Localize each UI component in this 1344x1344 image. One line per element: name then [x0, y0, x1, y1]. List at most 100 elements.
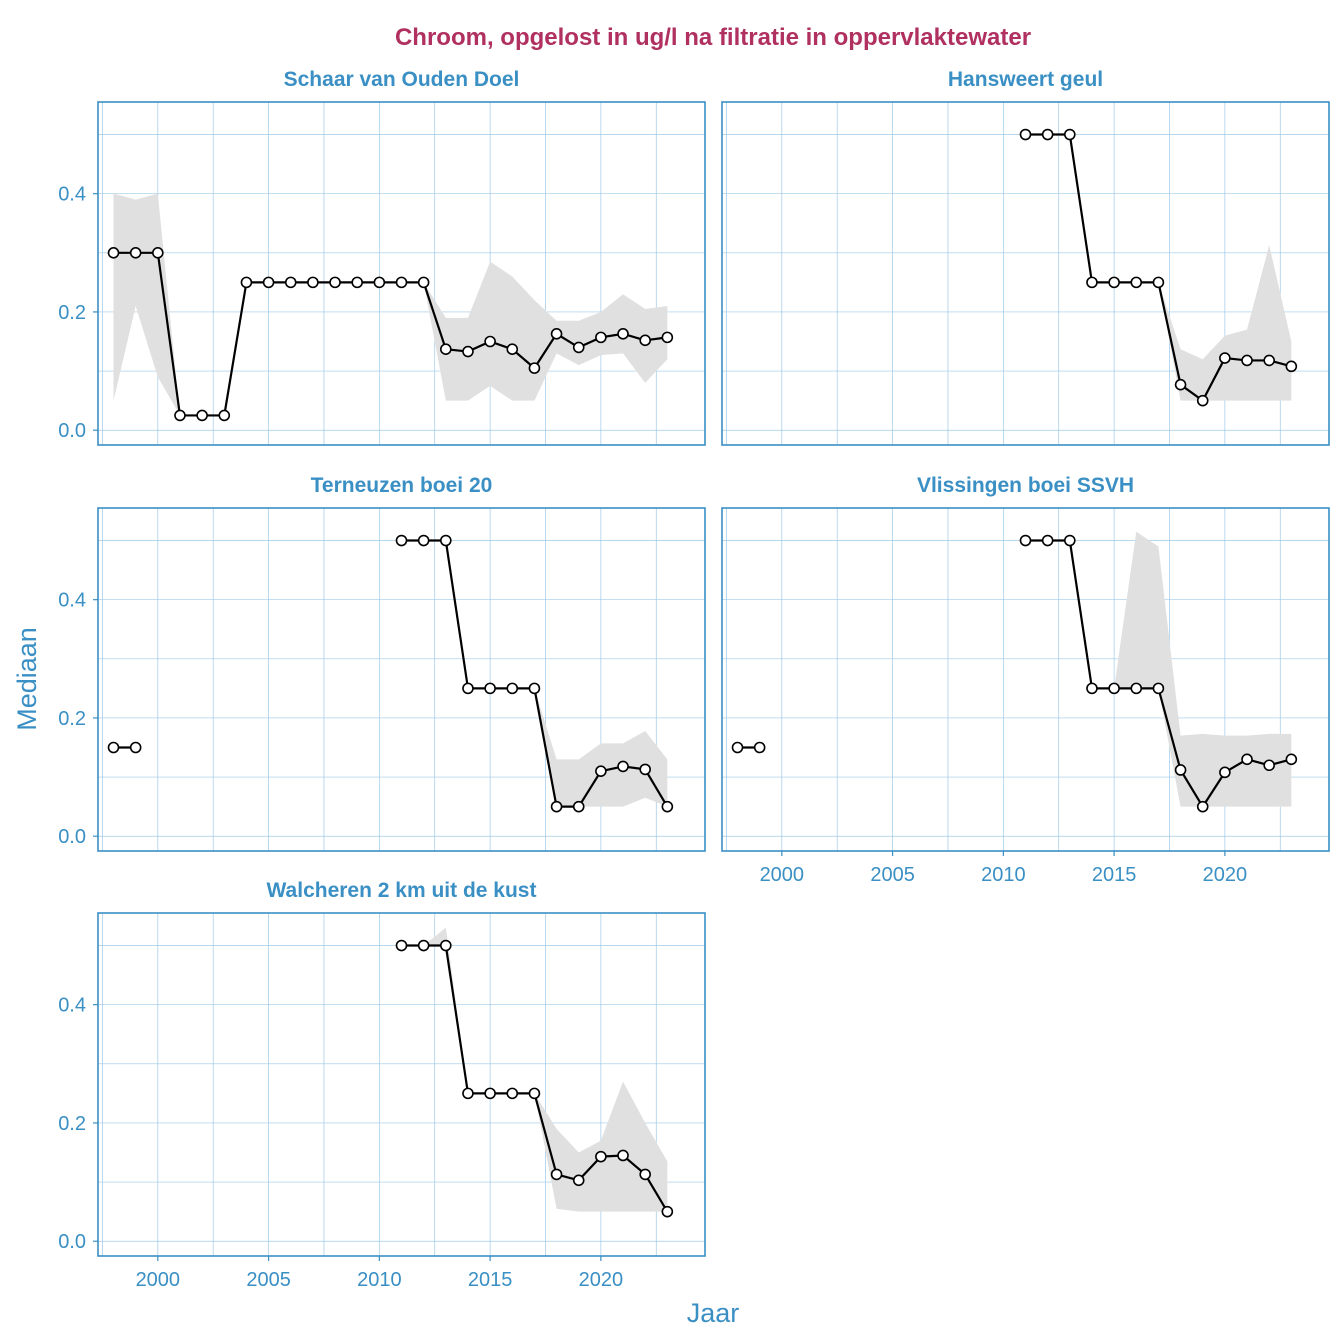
- panel-3: Terneuzen boei 20 0.0 0.2 0.4: [58, 474, 706, 852]
- data-point: [1196, 800, 1209, 813]
- data-point: [595, 1150, 607, 1163]
- y-tick-label: 0.0: [58, 1231, 86, 1253]
- data-point: [639, 334, 651, 347]
- data-point: [484, 682, 496, 695]
- chart-title: Chroom, opgelost in ug/l na filtratie in…: [395, 24, 1031, 51]
- y-tick-label: 0.4: [58, 995, 86, 1017]
- x-tick-label: 2020: [579, 1269, 624, 1291]
- data-point: [661, 1205, 674, 1218]
- data-point: [1219, 766, 1231, 779]
- x-axis-title: Jaar: [687, 1298, 740, 1328]
- panel-title: Terneuzen boei 20: [311, 474, 493, 497]
- data-point: [329, 276, 341, 289]
- data-point: [528, 362, 541, 374]
- facet-panels: Schaar van Ouden Doel 0.0 0.2 0.4 Hansweert …: [58, 68, 1330, 1291]
- data-point: [506, 1087, 519, 1100]
- panel-5: Walcheren 2 km uit de kust 0.0 0.2 0.4 2000 2…: [58, 879, 706, 1291]
- plot-area: [1019, 128, 1298, 407]
- range-ribbon: [113, 193, 668, 416]
- data-point: [107, 741, 120, 754]
- plot-area: [731, 531, 1298, 813]
- data-point: [1152, 276, 1165, 289]
- panel-title: Schaar van Ouden Doel: [284, 68, 520, 91]
- panel-2: Hansweert geul: [721, 68, 1330, 446]
- data-point: [617, 1149, 629, 1162]
- data-point: [1241, 354, 1253, 367]
- panel-border: [97, 507, 706, 852]
- data-point: [174, 409, 186, 422]
- y-tick-label: 0.0: [58, 826, 86, 848]
- data-point: [129, 247, 142, 259]
- data-point: [1285, 360, 1298, 373]
- range-ribbon: [401, 540, 668, 807]
- data-point: [417, 276, 430, 289]
- data-point: [262, 276, 275, 289]
- panel-border: [97, 101, 706, 446]
- y-tick-label: 0.0: [58, 420, 86, 442]
- data-point: [753, 741, 766, 754]
- data-point: [595, 765, 607, 777]
- data-point: [550, 328, 563, 340]
- data-point: [1019, 128, 1032, 141]
- data-point: [731, 741, 744, 754]
- panel-border: [721, 101, 1330, 446]
- data-point: [1064, 128, 1076, 141]
- data-point: [417, 534, 430, 547]
- panel-title: Vlissingen boei SSVH: [917, 474, 1134, 497]
- data-point: [240, 276, 253, 289]
- data-point: [661, 331, 674, 344]
- range-ribbon: [401, 927, 668, 1212]
- data-point: [196, 409, 208, 422]
- data-point: [462, 1087, 474, 1100]
- data-point: [528, 1087, 541, 1100]
- data-point: [1196, 394, 1209, 407]
- panel-title: Hansweert geul: [948, 68, 1103, 91]
- x-tick-label: 2005: [870, 864, 915, 886]
- data-point: [218, 409, 231, 422]
- data-point: [572, 800, 585, 813]
- y-axis-title: Mediaan: [12, 627, 42, 731]
- gridlines: [98, 102, 705, 445]
- data-point: [572, 341, 585, 354]
- data-point: [1285, 753, 1298, 766]
- range-ribbon: [1025, 134, 1292, 401]
- data-point: [1130, 276, 1143, 289]
- data-point: [550, 1168, 563, 1181]
- panel-border: [97, 912, 706, 1257]
- data-point: [417, 939, 430, 952]
- x-tick-label: 2015: [1092, 864, 1137, 886]
- data-point: [1219, 352, 1231, 364]
- x-tick-label: 2010: [981, 864, 1026, 886]
- data-point: [373, 276, 386, 289]
- data-point: [617, 760, 629, 773]
- data-point: [1108, 682, 1120, 695]
- data-point: [639, 1168, 651, 1181]
- data-point: [550, 800, 563, 813]
- x-tick-label: 2000: [136, 1269, 181, 1291]
- y-tick-label: 0.2: [58, 1113, 86, 1135]
- data-point: [284, 276, 297, 289]
- data-point: [484, 1087, 496, 1100]
- data-point: [351, 276, 363, 289]
- panel-4: Vlissingen boei SSVH 2000 2005 2010 2015 2020: [721, 474, 1330, 886]
- data-point: [528, 682, 541, 695]
- data-point: [395, 276, 408, 289]
- panel-title: Walcheren 2 km uit de kust: [267, 879, 537, 902]
- plot-area: [107, 534, 674, 813]
- data-point: [129, 741, 142, 754]
- data-point: [152, 247, 164, 259]
- data-point: [395, 939, 408, 952]
- plot-area: [107, 193, 674, 422]
- data-point: [484, 335, 496, 348]
- data-point: [1152, 682, 1165, 695]
- plot-area: [395, 927, 674, 1218]
- x-tick-label: 2010: [357, 1269, 402, 1291]
- x-tick-label: 2000: [760, 864, 805, 886]
- data-point: [1130, 682, 1143, 695]
- data-point: [1241, 753, 1253, 766]
- x-tick-label: 2020: [1203, 864, 1248, 886]
- data-point: [1174, 378, 1187, 391]
- data-point: [506, 343, 519, 355]
